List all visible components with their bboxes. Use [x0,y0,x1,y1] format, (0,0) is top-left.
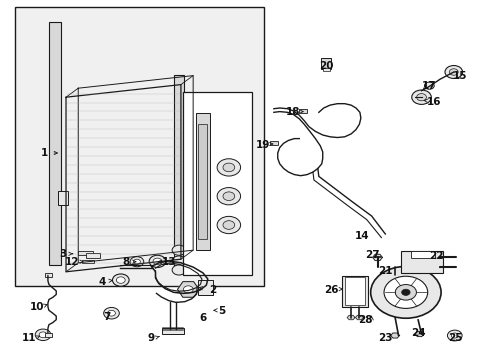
Polygon shape [414,332,423,337]
Bar [198,280,212,295]
Circle shape [149,255,165,267]
Circle shape [217,159,240,176]
Bar [78,251,93,255]
Text: 21: 21 [377,266,392,276]
Text: 23: 23 [377,333,392,343]
Text: 8: 8 [122,257,129,267]
Polygon shape [355,315,363,320]
Bar [270,141,278,145]
Text: 14: 14 [354,231,368,241]
Text: 15: 15 [451,71,466,81]
Circle shape [217,188,240,205]
Circle shape [35,329,51,341]
Circle shape [416,94,426,101]
Circle shape [223,221,234,229]
Bar [85,253,100,258]
Circle shape [130,257,143,267]
Circle shape [116,277,125,283]
Polygon shape [346,315,354,320]
Circle shape [39,332,47,338]
Circle shape [424,82,433,89]
Bar [15,7,264,286]
Text: 20: 20 [319,60,333,71]
Circle shape [448,69,457,75]
Text: 12: 12 [65,257,80,267]
Circle shape [447,330,461,341]
Circle shape [172,245,185,255]
Text: 6: 6 [199,312,206,323]
Bar [344,277,365,305]
Text: 19: 19 [255,140,270,150]
Polygon shape [177,282,199,297]
Bar [45,273,52,277]
Text: 28: 28 [358,315,372,325]
Circle shape [450,333,457,338]
Text: 10: 10 [29,302,44,312]
Bar [45,333,52,337]
Text: 11: 11 [22,333,37,343]
Text: 18: 18 [285,107,300,117]
Circle shape [172,265,185,275]
Bar [162,328,183,334]
Polygon shape [390,333,399,338]
Bar [342,276,367,307]
Text: 16: 16 [426,96,441,107]
Circle shape [133,259,140,264]
Text: 3: 3 [59,249,66,259]
Circle shape [217,216,240,234]
Bar [82,260,94,263]
Polygon shape [372,254,382,261]
Circle shape [411,90,430,104]
Bar [299,109,306,113]
Text: 2: 2 [209,285,216,295]
Circle shape [107,310,115,316]
Text: 13: 13 [161,257,176,267]
Text: 7: 7 [102,312,110,322]
Bar [58,191,68,205]
Circle shape [444,66,462,78]
Circle shape [383,276,427,309]
Circle shape [112,274,129,286]
Text: 27: 27 [365,250,379,260]
Bar [410,251,434,258]
Bar [195,113,210,250]
Bar [173,75,184,266]
Circle shape [223,163,234,172]
Circle shape [223,192,234,201]
Circle shape [183,286,193,293]
Bar [400,251,442,273]
Bar [183,92,251,275]
Circle shape [394,284,416,300]
Circle shape [370,266,440,318]
Text: 25: 25 [447,333,462,343]
Text: 24: 24 [410,328,425,338]
Bar [49,22,61,265]
Text: 26: 26 [324,285,338,295]
Circle shape [401,289,409,296]
Text: 22: 22 [428,251,443,261]
Text: 4: 4 [98,276,105,287]
Bar [322,68,329,71]
Bar [321,58,330,69]
Text: 1: 1 [41,148,47,158]
Text: 5: 5 [218,306,224,316]
Circle shape [172,256,185,266]
Circle shape [153,258,162,265]
Circle shape [103,307,119,319]
Text: 9: 9 [147,333,154,343]
Text: 17: 17 [421,81,436,91]
Bar [198,124,206,239]
